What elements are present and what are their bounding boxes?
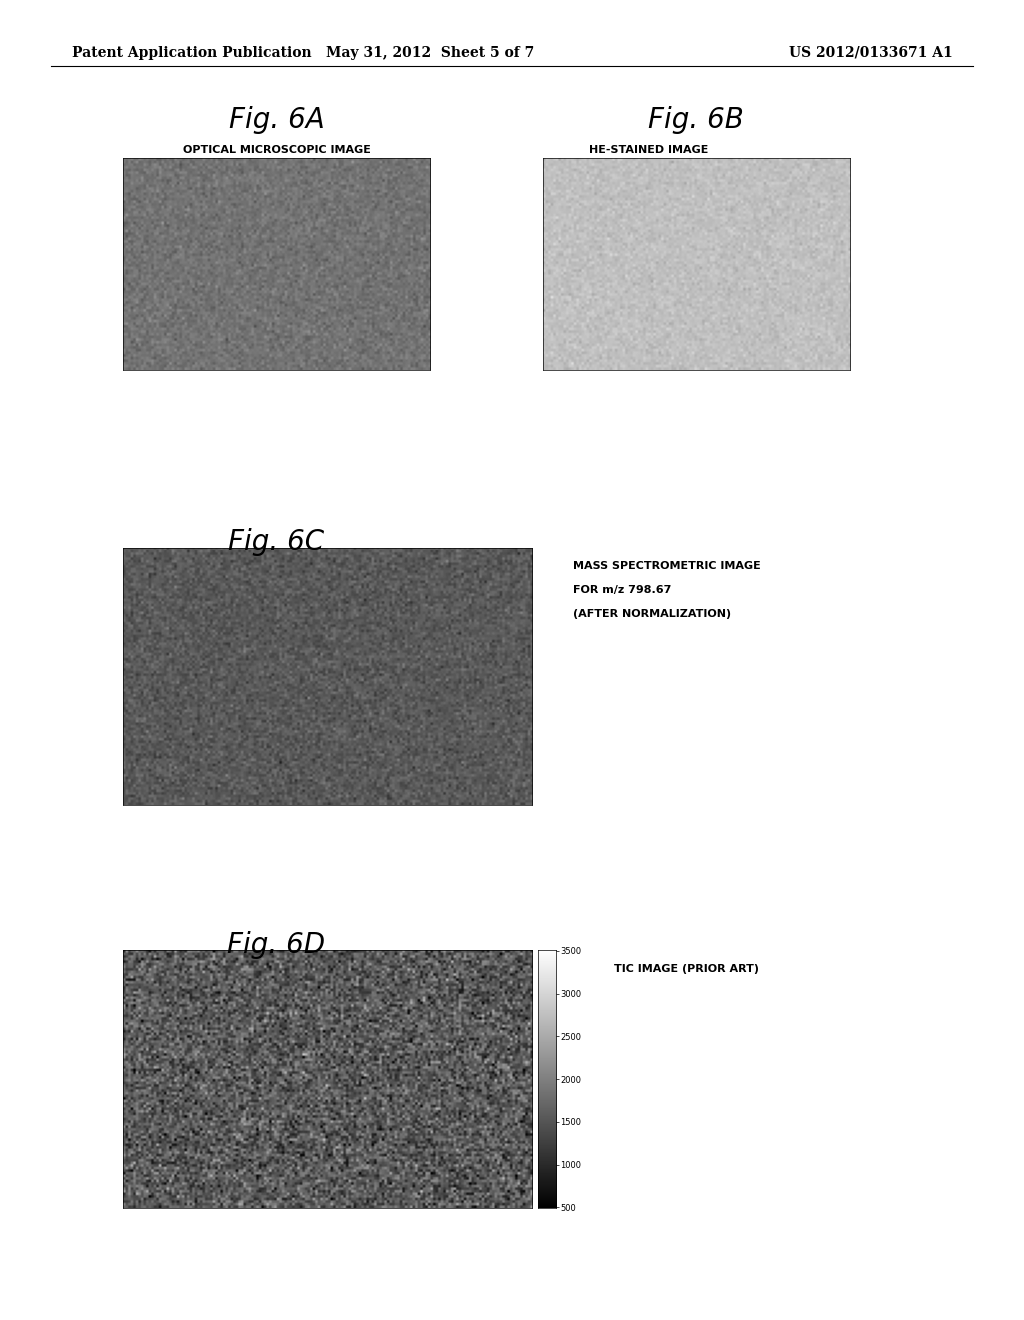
Text: Fig. 6D: Fig. 6D (227, 931, 326, 958)
Text: FOR m/z 798.67: FOR m/z 798.67 (573, 585, 672, 595)
Text: US 2012/0133671 A1: US 2012/0133671 A1 (788, 46, 952, 59)
Text: May 31, 2012  Sheet 5 of 7: May 31, 2012 Sheet 5 of 7 (326, 46, 535, 59)
Text: (AFTER NORMALIZATION): (AFTER NORMALIZATION) (573, 609, 731, 619)
Text: HE-STAINED IMAGE: HE-STAINED IMAGE (589, 145, 709, 156)
Text: TIC IMAGE (PRIOR ART): TIC IMAGE (PRIOR ART) (614, 964, 760, 974)
Text: Patent Application Publication: Patent Application Publication (72, 46, 311, 59)
Text: OPTICAL MICROSCOPIC IMAGE: OPTICAL MICROSCOPIC IMAGE (182, 145, 371, 156)
Text: Fig. 6A: Fig. 6A (228, 106, 325, 133)
Text: Fig. 6C: Fig. 6C (228, 528, 325, 556)
Text: MASS SPECTROMETRIC IMAGE: MASS SPECTROMETRIC IMAGE (573, 561, 761, 572)
Text: Fig. 6B: Fig. 6B (648, 106, 744, 133)
